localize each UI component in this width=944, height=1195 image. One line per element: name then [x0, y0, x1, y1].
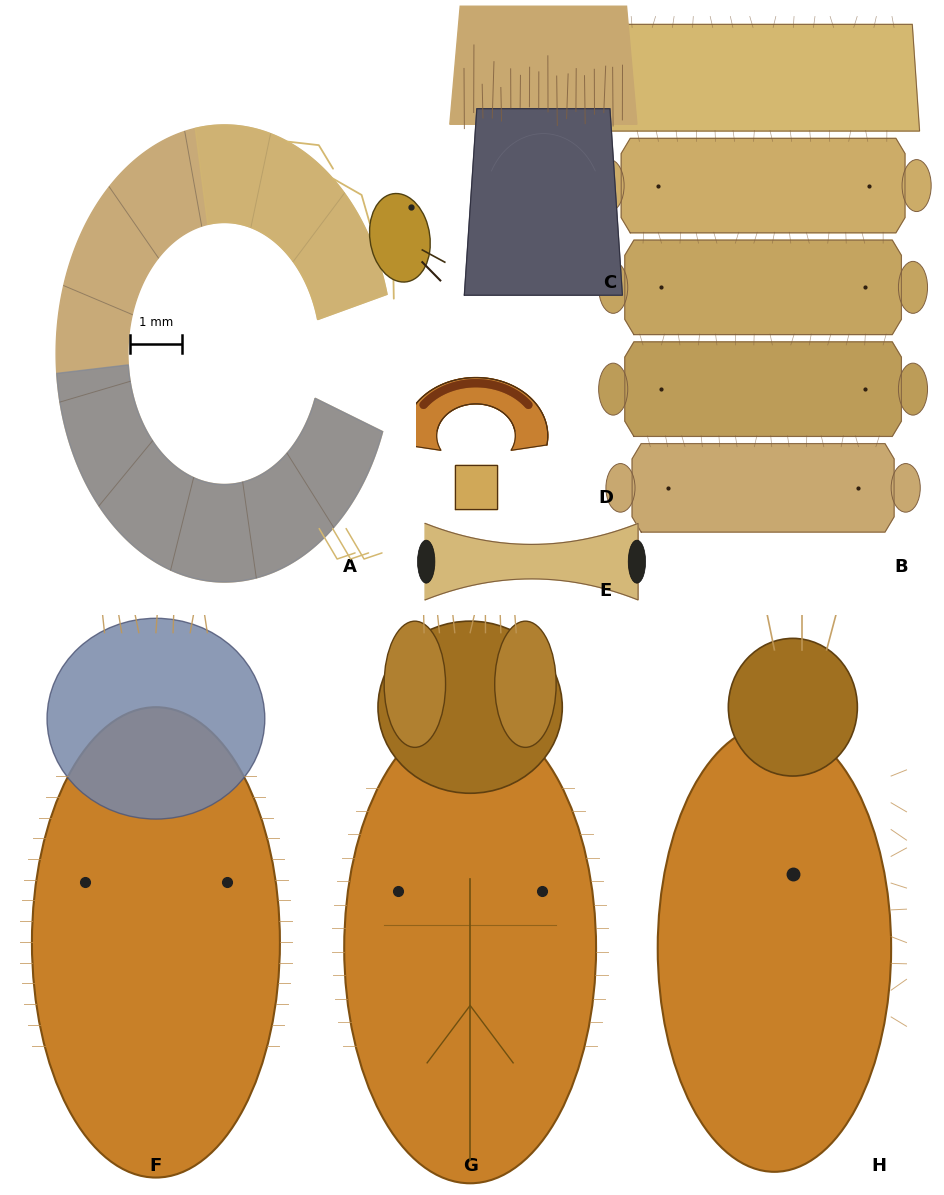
Ellipse shape: [898, 262, 927, 313]
Text: B: B: [894, 558, 907, 576]
Ellipse shape: [47, 618, 264, 819]
Text: A: A: [343, 558, 357, 576]
Polygon shape: [449, 6, 636, 124]
Polygon shape: [57, 364, 382, 582]
Ellipse shape: [728, 638, 856, 776]
Polygon shape: [606, 24, 919, 131]
Polygon shape: [620, 139, 904, 233]
Text: E: E: [598, 582, 611, 600]
Text: 1 mm: 1 mm: [139, 317, 173, 329]
Text: D: D: [598, 489, 613, 507]
Ellipse shape: [605, 464, 634, 513]
Ellipse shape: [598, 363, 627, 415]
Polygon shape: [624, 342, 901, 436]
Ellipse shape: [595, 160, 623, 212]
Ellipse shape: [495, 621, 555, 747]
Text: C: C: [602, 274, 615, 292]
Polygon shape: [425, 523, 637, 600]
Ellipse shape: [417, 540, 434, 583]
Text: H: H: [870, 1157, 885, 1175]
Text: G: G: [463, 1157, 477, 1175]
Polygon shape: [195, 125, 387, 319]
Ellipse shape: [32, 707, 279, 1177]
Polygon shape: [404, 378, 548, 451]
Ellipse shape: [902, 160, 930, 212]
Ellipse shape: [378, 621, 562, 793]
Ellipse shape: [657, 724, 890, 1172]
Ellipse shape: [598, 262, 627, 313]
Polygon shape: [455, 465, 497, 509]
Ellipse shape: [369, 194, 430, 282]
Polygon shape: [404, 378, 548, 451]
Ellipse shape: [344, 713, 596, 1183]
Ellipse shape: [628, 540, 645, 583]
Ellipse shape: [383, 621, 446, 747]
Polygon shape: [632, 443, 893, 532]
Ellipse shape: [890, 464, 919, 513]
Polygon shape: [464, 109, 622, 295]
Ellipse shape: [898, 363, 927, 415]
Polygon shape: [624, 240, 901, 335]
Polygon shape: [455, 465, 497, 509]
Text: F: F: [150, 1157, 161, 1175]
Polygon shape: [56, 125, 387, 582]
